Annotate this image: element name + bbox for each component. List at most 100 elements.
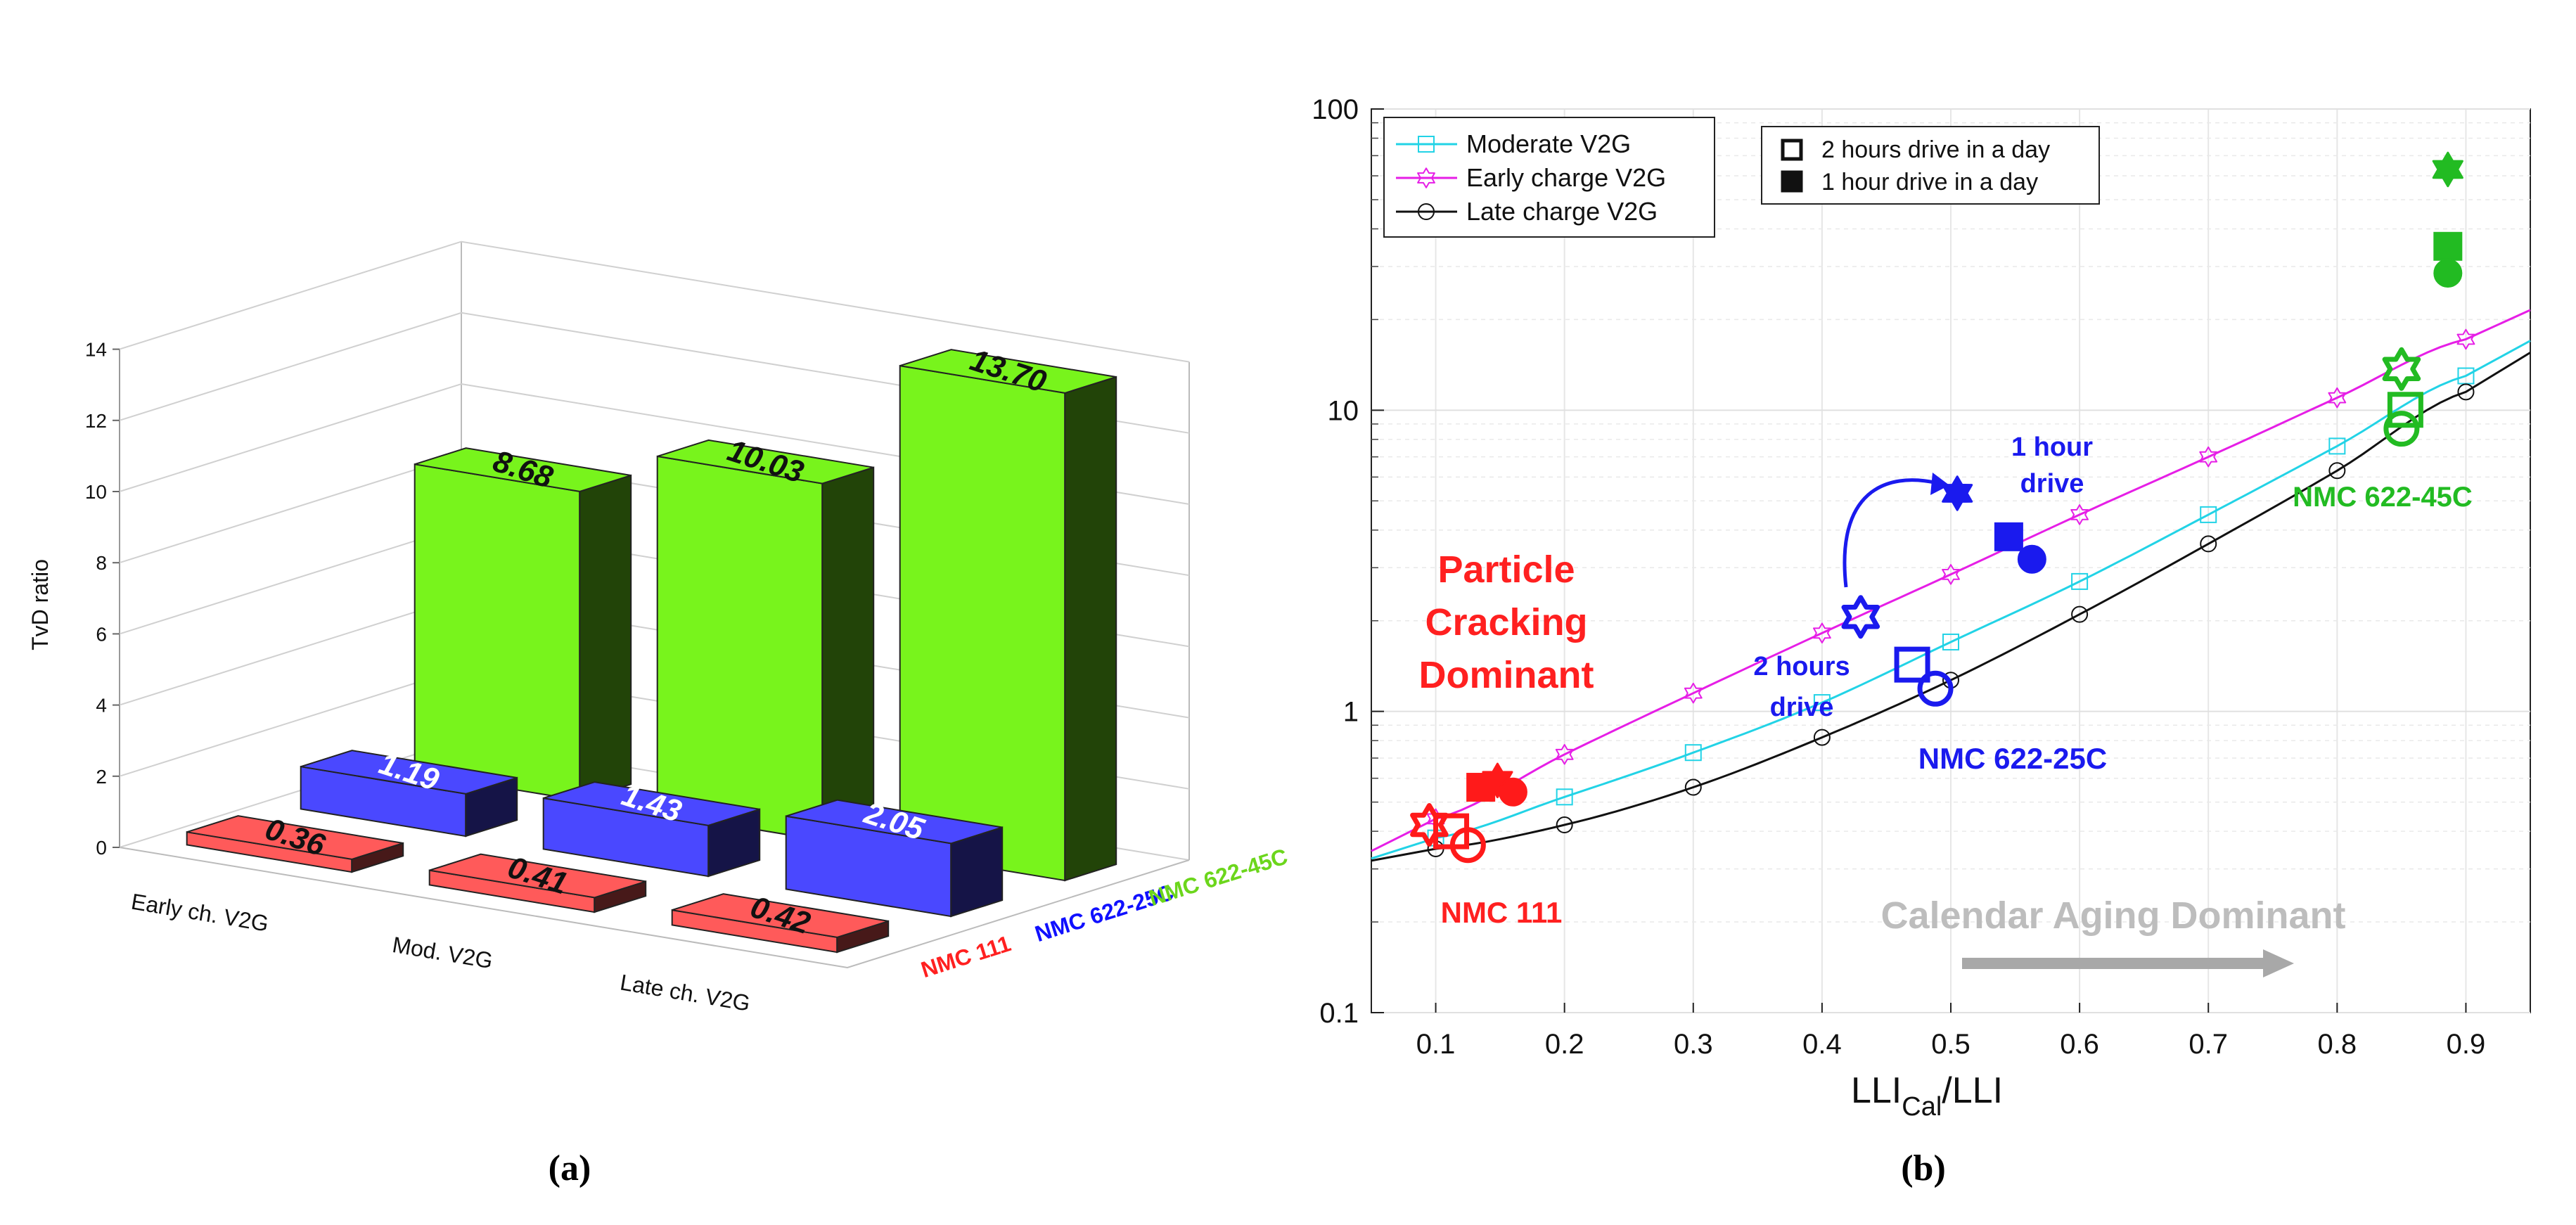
series-marker-1 bbox=[1813, 622, 1831, 643]
annotation-two-hours-1: 2 hours bbox=[1753, 652, 1850, 681]
series-marker-1 bbox=[1555, 744, 1574, 765]
y-tick-label: 100 bbox=[1312, 94, 1359, 125]
floor-a bbox=[119, 847, 1190, 969]
highlight-point bbox=[1894, 646, 1930, 683]
series-marker-0 bbox=[2200, 506, 2217, 523]
legend-marker bbox=[1417, 167, 1435, 188]
highlight-point bbox=[2433, 259, 2463, 288]
y-tick-label-a: 14 bbox=[85, 339, 107, 361]
bar-2-1: 10.03 bbox=[656, 433, 875, 842]
series-marker-1 bbox=[2328, 387, 2347, 409]
annotation-nmc622-25c: NMC 622-25C bbox=[1918, 742, 2107, 775]
series-marker-0 bbox=[2328, 437, 2346, 455]
series-marker-2 bbox=[2328, 462, 2346, 480]
y-tick-label-a: 12 bbox=[85, 410, 107, 432]
series-marker-0 bbox=[2071, 572, 2089, 590]
chart-b-highlight-points bbox=[1410, 151, 2463, 864]
legend-marker bbox=[1418, 136, 1435, 153]
chart-a-y-ticks: 0 2 4 6 8 10 12 14 bbox=[85, 339, 107, 859]
xlabel-tail: /LLI bbox=[1942, 1070, 2003, 1111]
category-label-a: Mod. V2G bbox=[390, 932, 494, 973]
x-tick-label: 0.7 bbox=[2189, 1029, 2228, 1060]
annotation-nmc622-45c: NMC 622-45C bbox=[2293, 482, 2473, 513]
x-tick-label: 0.4 bbox=[1802, 1029, 1842, 1060]
series-marker-2 bbox=[1813, 729, 1831, 746]
series-marker-0 bbox=[1556, 788, 1573, 806]
annotation-particle-line2: Cracking bbox=[1425, 601, 1587, 643]
legend-line-label: Moderate V2G bbox=[1466, 129, 1631, 158]
highlight-point bbox=[2433, 231, 2463, 261]
highlight-point bbox=[2432, 151, 2463, 188]
bar-1-1: 1.43 bbox=[542, 778, 761, 878]
annotation-calendar-aging: Calendar Aging Dominant bbox=[1880, 894, 2345, 937]
series-marker-0 bbox=[1684, 744, 1702, 762]
series-line-1 bbox=[1371, 309, 2531, 852]
bar-front bbox=[656, 455, 824, 842]
legend-fill-label-2h: 2 hours drive in a day bbox=[1821, 136, 2050, 163]
x-tick-label: 0.5 bbox=[1931, 1029, 1971, 1060]
y-tick-label-a: 8 bbox=[96, 552, 107, 574]
y-tick-label: 10 bbox=[1328, 395, 1359, 426]
bar-top bbox=[786, 799, 1003, 845]
x-tick-label: 0.9 bbox=[2447, 1029, 2486, 1060]
bar-side bbox=[821, 466, 875, 842]
highlight-point bbox=[1917, 670, 1954, 707]
series-marker-1 bbox=[2070, 504, 2089, 525]
x-tick-label: 0.2 bbox=[1545, 1029, 1584, 1060]
annotation-nmc111: NMC 111 bbox=[1441, 896, 1563, 929]
chart-a-category-labels: Early ch. V2G Mod. V2G Late ch. V2G bbox=[129, 889, 752, 1016]
chart-b-ticks: 0.1 0.2 0.3 0.4 0.5 0.6 0.7 0.8 0.9 0.1 1 10 100 bbox=[1312, 94, 2485, 1060]
calendar-arrow-head bbox=[2263, 949, 2294, 977]
drive-arrow bbox=[1843, 478, 1938, 588]
x-tick-label: 0.1 bbox=[1416, 1029, 1456, 1060]
bar-2-2: 13.70 bbox=[899, 342, 1117, 882]
drive-arrow-head bbox=[1930, 473, 1949, 495]
legend-marker bbox=[1418, 203, 1435, 220]
bar-top bbox=[543, 781, 760, 826]
bar-top bbox=[186, 815, 404, 860]
series-marker-2 bbox=[2457, 383, 2475, 401]
series-label-a: NMC 622-45C bbox=[1146, 843, 1290, 911]
bar-0-2: 0.42 bbox=[671, 890, 890, 954]
y-tick-label-a: 2 bbox=[96, 766, 107, 788]
annotation-one-hour-1: 1 hour bbox=[2011, 432, 2093, 462]
bar-side bbox=[1064, 376, 1117, 882]
legend-lines: Moderate V2G Early charge V2G Late charge … bbox=[1383, 117, 1715, 238]
bar-1-0: 1.19 bbox=[300, 746, 518, 838]
series-marker-2 bbox=[2071, 605, 2089, 623]
bar-1-2: 2.05 bbox=[785, 795, 1004, 918]
calendar-arrow bbox=[1962, 949, 2294, 977]
highlight-point bbox=[1449, 827, 1486, 864]
legend-fill: 2 hours drive in a day 1 hour drive in a… bbox=[1761, 126, 2100, 205]
bar-2-0: 8.68 bbox=[414, 444, 632, 802]
annotation-particle-line3: Dominant bbox=[1419, 654, 1594, 696]
xlabel-main: LLI bbox=[1851, 1070, 1902, 1111]
xlabel-sub: Cal bbox=[1902, 1092, 1942, 1122]
x-tick-label: 0.8 bbox=[2318, 1029, 2357, 1060]
panel-b-label: (b) bbox=[1901, 1148, 1946, 1188]
annotation-particle-cracking: Particle Cracking Dominant bbox=[1419, 549, 1594, 696]
bar-top bbox=[300, 750, 518, 795]
x-tick-label: 0.6 bbox=[2060, 1029, 2099, 1060]
series-label-a: NMC 111 bbox=[918, 930, 1013, 982]
highlight-point bbox=[2017, 544, 2046, 574]
highlight-point bbox=[1994, 522, 2023, 551]
y-tick-label-a: 10 bbox=[85, 481, 107, 503]
series-marker-1 bbox=[2199, 446, 2218, 468]
annotation-one-hour-2: drive bbox=[2020, 469, 2084, 499]
highlight-point bbox=[1466, 773, 1496, 802]
y-tick-label-a: 0 bbox=[96, 837, 107, 859]
legend-line-label: Late charge V2G bbox=[1466, 197, 1658, 226]
series-marker-1 bbox=[2456, 328, 2475, 350]
legend-open-square-icon bbox=[1781, 139, 1803, 161]
panel-b-line-log: 0.1 0.2 0.3 0.4 0.5 0.6 0.7 0.8 0.9 0.1 1 10 100 Par… bbox=[1312, 94, 2531, 1188]
series-marker-2 bbox=[1556, 816, 1573, 834]
annotation-particle-line1: Particle bbox=[1437, 549, 1575, 591]
y-tick-label-a: 4 bbox=[96, 695, 107, 717]
bar-top bbox=[429, 853, 646, 899]
series-marker-0 bbox=[1813, 694, 1831, 712]
highlight-point bbox=[1498, 777, 1527, 807]
